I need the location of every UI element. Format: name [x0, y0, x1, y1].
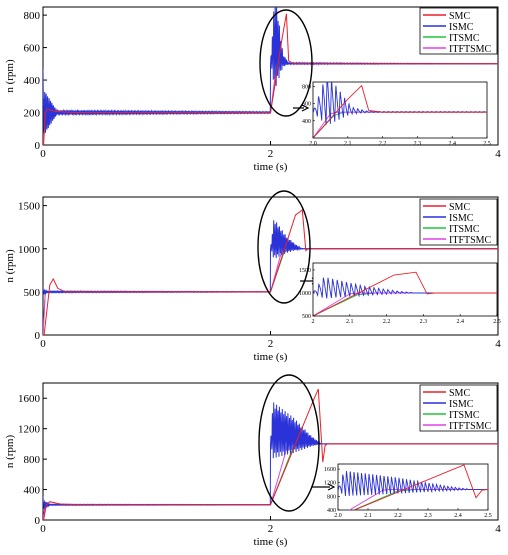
inset-series-line-ismc — [338, 470, 488, 497]
inset-x-tick-label: 2.5 — [483, 141, 491, 147]
legend-label-ismc: ISMC — [449, 22, 474, 33]
y-tick-label: 200 — [24, 108, 41, 120]
inset-x-tick-label: 2.1 — [364, 513, 372, 519]
legend-label-itftsmc: ITFTSMC — [449, 421, 492, 432]
zoom-ellipse — [258, 374, 320, 512]
inset-y-tick-label: 1600 — [324, 467, 336, 473]
x-tick-label: 0 — [40, 523, 46, 535]
series-line-smc — [43, 13, 498, 145]
y-axis-label: n (rpm) — [4, 59, 16, 93]
inset-x-tick-label: 2.4 — [454, 513, 462, 519]
y-tick-label: 800 — [24, 454, 41, 466]
x-tick-label: 4 — [495, 338, 501, 350]
legend-label-ismc: ISMC — [449, 213, 474, 224]
legend-label-itftsmc: ITFTSMC — [449, 235, 492, 246]
legend-label-ismc: ISMC — [449, 399, 474, 410]
inset-x-tick-label: 2.4 — [448, 141, 456, 147]
y-tick-label: 0 — [35, 330, 41, 342]
legend-label-smc: SMC — [449, 388, 470, 399]
y-tick-label: 800 — [24, 10, 41, 22]
legend-label-itftsmc: ITFTSMC — [449, 44, 492, 55]
inset-x-tick-label: 2.0 — [309, 141, 317, 147]
legend-label-itsmc: ITSMC — [449, 410, 480, 421]
x-tick-label: 4 — [495, 523, 501, 535]
y-axis-label: n (rpm) — [4, 435, 16, 469]
inset-y-tick-label: 800 — [327, 494, 336, 500]
x-tick-label: 2 — [268, 338, 274, 350]
inset-y-tick-label: 600 — [302, 102, 311, 108]
inset-y-tick-label: 800 — [302, 84, 311, 90]
y-tick-label: 1000 — [18, 244, 41, 256]
x-axis-label: time (s) — [254, 351, 288, 363]
y-tick-label: 1600 — [18, 393, 41, 405]
inset-panel: 2.0 2.1 2.2 2.3 2.4 2.5 400 600 800 — [302, 81, 491, 147]
x-tick-label: 2 — [268, 523, 274, 535]
series-line-smc — [43, 388, 498, 520]
chart-panel-1: 0 200 400 600 800 0 2 4 time (s) n (rpm) 2.0 2.1 2.2… — [4, 6, 501, 173]
inset-y-tick-label: 1000 — [299, 291, 311, 297]
inset-x-tick-label: 2.5 — [484, 513, 492, 519]
x-axis-label: time (s) — [254, 161, 288, 173]
inset-x-tick-label: 2.0 — [334, 513, 342, 519]
inset-x-tick-label: 2.4 — [456, 319, 464, 325]
y-axis-label: n (rpm) — [4, 249, 16, 283]
x-axis-label: time (s) — [254, 536, 288, 548]
inset-y-tick-label: 400 — [327, 508, 336, 514]
zoom-ellipse — [257, 190, 311, 304]
y-tick-label: 400 — [24, 75, 41, 87]
inset-y-tick-label: 400 — [302, 119, 311, 125]
legend-label-smc: SMC — [449, 202, 470, 213]
x-tick-label: 4 — [495, 148, 501, 160]
chart-panel-2: 0 500 1000 1500 0 2 4 time (s) n (rpm) 2 2.1 2.2 2.3… — [4, 190, 501, 363]
legend-label-smc: SMC — [449, 11, 470, 22]
inset-series-line-smc — [313, 84, 487, 138]
inset-series-line-smc — [313, 271, 497, 316]
y-tick-label: 0 — [35, 140, 41, 152]
inset-series-line-smc — [353, 464, 488, 510]
inset-y-tick-label: 500 — [302, 314, 311, 320]
inset-x-tick-label: 2.3 — [414, 141, 422, 147]
y-tick-label: 1500 — [18, 201, 41, 213]
zoom-ellipse — [259, 9, 313, 117]
x-tick-label: 2 — [268, 148, 274, 160]
series-line-smc — [43, 208, 498, 335]
y-tick-label: 600 — [24, 43, 41, 55]
inset-x-tick-label: 2.3 — [420, 319, 428, 325]
legend-label-itsmc: ITSMC — [449, 33, 480, 44]
x-tick-label: 0 — [40, 148, 46, 160]
y-tick-label: 500 — [24, 287, 41, 299]
y-tick-label: 1200 — [18, 424, 41, 436]
inset-y-tick-label: 1500 — [299, 268, 311, 274]
inset-panel: 2 2.1 2.2 2.3 2.4 2.5 500 1000 1500 — [299, 262, 501, 325]
y-tick-label: 0 — [35, 515, 41, 527]
inset-x-tick-label: 2.1 — [346, 319, 354, 325]
legend-label-itsmc: ITSMC — [449, 224, 480, 235]
inset-x-tick-label: 2.3 — [424, 513, 432, 519]
inset-x-tick-label: 2.2 — [379, 141, 387, 147]
y-tick-label: 400 — [24, 485, 41, 497]
zoom-arrow-head — [301, 104, 310, 112]
inset-y-tick-label: 1200 — [324, 481, 336, 487]
inset-frame — [312, 262, 498, 317]
zoom-arrow-head — [327, 483, 336, 491]
inset-panel: 2.0 2.1 2.2 2.3 2.4 2.5 400 800 1200 1600 — [324, 463, 492, 519]
inset-x-tick-label: 2.5 — [493, 319, 501, 325]
x-tick-label: 0 — [40, 338, 46, 350]
inset-x-tick-label: 2.1 — [344, 141, 352, 147]
inset-x-tick-label: 2.2 — [383, 319, 391, 325]
inset-x-tick-label: 2 — [312, 319, 315, 325]
inset-x-tick-label: 2.2 — [394, 513, 402, 519]
